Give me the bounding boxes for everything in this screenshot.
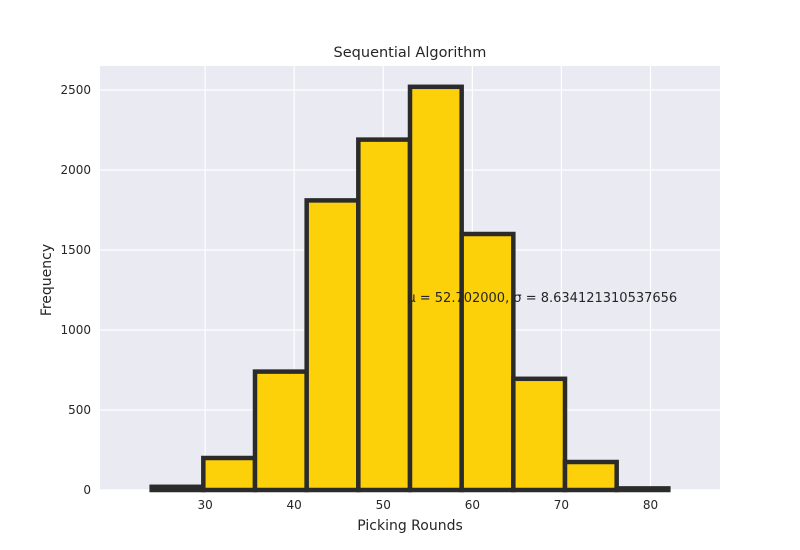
histogram-bar — [304, 198, 361, 493]
y-tick-label: 1000 — [60, 323, 91, 337]
chart-title: Sequential Algorithm — [334, 45, 487, 61]
bars — [149, 84, 671, 493]
histogram-bar — [356, 137, 413, 493]
x-axis-ticks: 30 40 50 60 70 80 — [197, 498, 658, 512]
x-tick-label: 60 — [465, 498, 480, 512]
y-tick-label: 500 — [68, 403, 91, 417]
y-axis-label: Frequency — [39, 244, 55, 316]
x-axis-label: Picking Rounds — [357, 518, 463, 534]
histogram-bar — [149, 484, 206, 493]
x-tick-label: 50 — [376, 498, 391, 512]
stats-annotation: μ = 52.702000, σ = 8.634121310537656 — [407, 291, 677, 306]
histogram-bar — [562, 459, 619, 493]
histogram-bar — [201, 455, 258, 493]
y-axis-ticks: 0 500 1000 1500 2000 2500 — [60, 83, 91, 497]
histogram-bar — [614, 486, 671, 493]
y-tick-label: 2500 — [60, 83, 91, 97]
x-tick-label: 40 — [287, 498, 302, 512]
histogram-bar — [459, 231, 516, 493]
y-tick-label: 0 — [83, 483, 91, 497]
x-tick-label: 70 — [554, 498, 569, 512]
y-tick-label: 1500 — [60, 243, 91, 257]
histogram-bar — [407, 84, 464, 493]
y-tick-label: 2000 — [60, 163, 91, 177]
x-tick-label: 30 — [197, 498, 212, 512]
histogram-bar — [511, 376, 568, 493]
histogram-bar — [252, 369, 309, 493]
x-tick-label: 80 — [643, 498, 658, 512]
